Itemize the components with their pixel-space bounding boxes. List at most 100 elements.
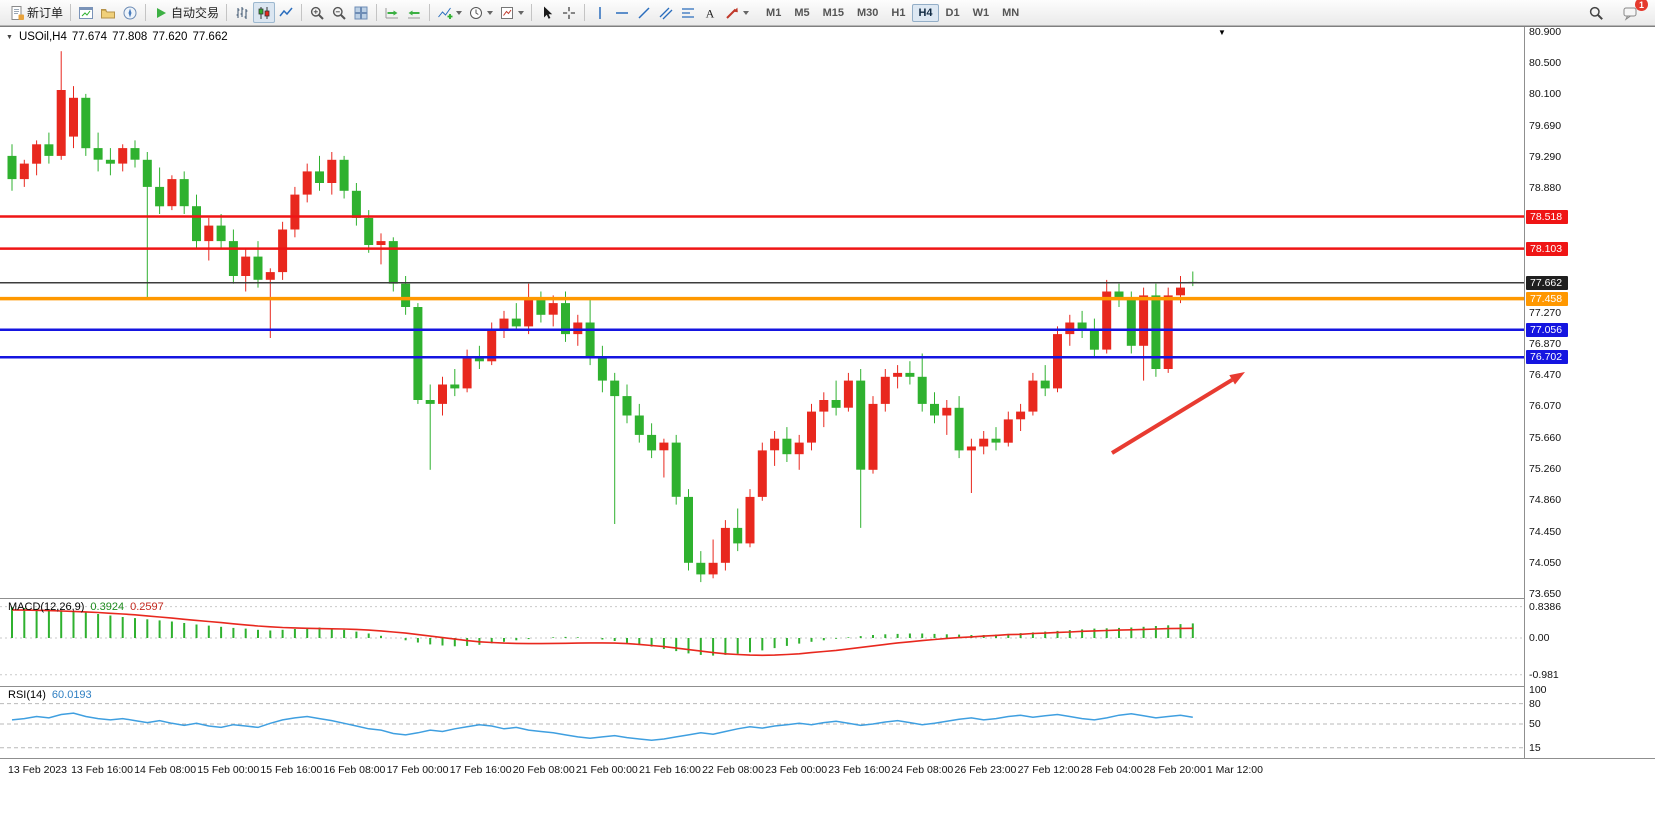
templates-button[interactable] [496,2,527,23]
trendline-icon [636,5,652,21]
fibonacci-button[interactable] [677,2,699,23]
text-button[interactable]: A [699,2,721,23]
dropdown-arrow-icon[interactable] [456,10,463,15]
timeframe-m1[interactable]: M1 [766,6,782,19]
periods-button[interactable] [465,2,496,23]
time-axis-label: 13 Feb 2023 [8,764,67,776]
timeframe-d1[interactable]: D1 [945,6,960,19]
price-scale-label: 79.290 [1529,150,1562,163]
dropdown-arrow-icon[interactable] [487,10,494,15]
timeframe-h4[interactable]: H4 [912,3,939,22]
toolbar-separator [301,4,303,21]
macd-scale-label: -0.981 [1529,668,1559,681]
vertical-line-button[interactable] [589,2,611,23]
dropdown-arrow-icon[interactable] [518,10,525,15]
arrows-button[interactable] [721,2,752,23]
zoom-in-button[interactable] [306,2,328,23]
time-axis-label: 13 Feb 16:00 [71,764,133,776]
bar-chart-button[interactable] [231,2,253,23]
price-scale-label: 75.660 [1529,432,1562,444]
toolbar-separator [376,4,378,21]
time-axis-label: 28 Feb 04:00 [1080,764,1143,776]
bar-chart-icon [234,5,250,21]
indicators-button[interactable] [434,2,465,23]
macd-pane[interactable] [0,599,1524,686]
time-axis-label: 20 Feb 08:00 [512,764,575,776]
pane-separator[interactable] [0,686,1655,687]
price-line-badge: 78.518 [1526,209,1568,224]
time-axis-label: 23 Feb 00:00 [765,764,828,776]
price-scale-label: 74.860 [1529,494,1562,506]
chart-shift-marker[interactable]: ▼ [1218,28,1226,37]
line-chart-icon [278,5,294,21]
chart-menu-icon[interactable]: ▼ [6,33,13,41]
price-line-badge: 77.458 [1526,291,1568,306]
timeframe-w1[interactable]: W1 [972,6,990,19]
timeframe-m5[interactable]: M5 [794,6,810,19]
autotrade-button[interactable]: 自动交易 [150,2,222,23]
search-button[interactable] [1585,2,1607,23]
time-axis[interactable]: 13 Feb 2023 13 Feb 16:00 14 Feb 08:00 15 Fe… [0,759,1524,781]
quote-open: 77.674 [71,31,108,43]
time-axis-label: 24 Feb 08:00 [891,764,954,776]
macd-main-value: 0.3924 [90,601,125,613]
price-scale[interactable]: 80.900 80.500 80.100 79.690 79.290 78.880 77.2… [1525,26,1655,758]
horizontal-line-button[interactable] [611,2,633,23]
cursor-button[interactable] [536,2,558,23]
price-scale-label: 77.270 [1529,307,1562,320]
price-scale-label: 76.070 [1529,400,1562,413]
timeframe-m15[interactable]: M15 [822,6,844,19]
time-axis-label: 27 Feb 12:00 [1017,764,1080,776]
price-chart[interactable] [0,28,1524,599]
price-line-badge: 77.056 [1526,322,1568,337]
notifications-button[interactable]: 1 [1619,0,1648,23]
quote-high: 77.808 [112,31,148,43]
horizontal-line-icon [614,5,630,21]
search-icon [1588,5,1604,21]
crosshair-icon [561,5,577,21]
rsi-value: 60.0193 [51,689,92,701]
price-line-badge: 78.103 [1526,241,1568,256]
navigator-button[interactable] [119,2,141,23]
time-axis-label: 26 Feb 23:00 [954,764,1017,776]
rsi-pane[interactable] [0,687,1524,758]
time-axis-label: 21 Feb 00:00 [575,764,638,776]
crosshair-button[interactable] [558,2,580,23]
timeframe-h1[interactable]: H1 [891,6,906,19]
dropdown-arrow-icon[interactable] [743,10,750,15]
timeframe-m30[interactable]: M30 [857,6,879,19]
price-scale-label: 73.650 [1529,587,1562,600]
toolbar-separator [70,4,72,21]
price-scale-label: 80.500 [1529,56,1562,69]
autotrade-button-label: 自动交易 [171,6,220,20]
channel-button[interactable] [655,2,677,23]
zoom-out-button[interactable] [328,2,350,23]
line-chart-button[interactable] [275,2,297,23]
navigator-icon [122,5,138,21]
time-axis-label: 22 Feb 08:00 [702,764,764,776]
time-axis-label: 16 Feb 08:00 [323,764,386,776]
time-axis-label: 23 Feb 16:00 [828,764,891,776]
new-order-button[interactable]: 新订单 [6,2,66,23]
zoom-in-icon [309,5,325,21]
tile-windows-button[interactable] [350,2,372,23]
toolbar-separator [429,4,431,21]
new-order-button-label: 新订单 [27,6,64,20]
profiles-button[interactable] [97,2,119,23]
notification-badge: 1 [1635,0,1648,11]
auto-scroll-button[interactable] [381,2,403,23]
price-scale-label: 74.050 [1529,556,1562,569]
price-scale-label: 80.100 [1529,87,1562,100]
toolbar-separator [584,4,586,21]
chart-shift-button[interactable] [403,2,425,23]
new-chart-button[interactable] [75,2,97,23]
profiles-icon [100,5,116,21]
macd-header: MACD(12,26,9) 0.3924 0.2597 [8,601,164,613]
macd-signal-value: 0.2597 [130,601,164,613]
timeframe-mn[interactable]: MN [1002,6,1020,19]
pane-separator[interactable] [0,598,1655,599]
candlestick-button[interactable] [253,2,276,23]
time-axis-label: 21 Feb 16:00 [639,764,701,776]
trendline-button[interactable] [633,2,655,23]
